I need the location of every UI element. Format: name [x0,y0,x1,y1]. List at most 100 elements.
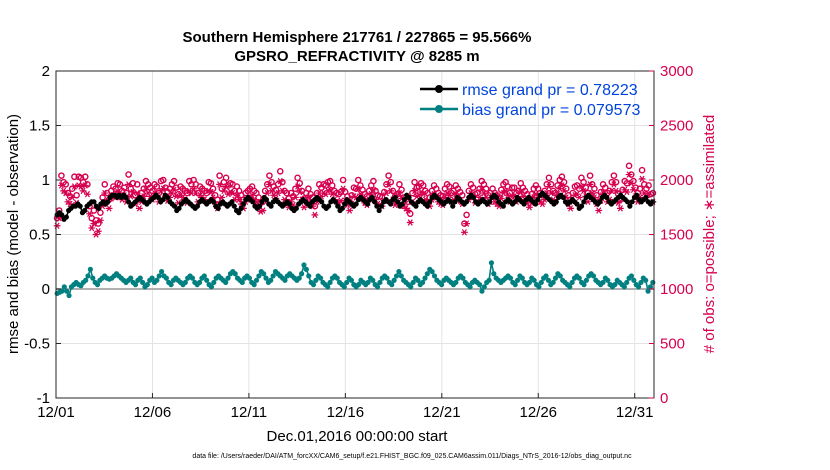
rmse-point [77,203,83,209]
y-tick-label-right: 2500 [660,118,693,135]
rmse-point [286,201,293,207]
possible-point [58,172,65,179]
rmse-point [401,197,408,203]
possible-point [419,182,427,189]
assimilated-point [567,205,574,212]
possible-point [482,185,490,193]
rmse-point [229,199,235,205]
chart-title-line-2: GPSRO_REFRACTIVITY @ 8285 m [234,48,479,65]
bias-point [370,277,376,283]
assimilated-point [105,205,113,212]
bias-point [650,279,656,286]
rmse-point [365,201,371,207]
assimilated-point [504,192,512,199]
assimilated-point [172,193,180,200]
possible-point [365,187,373,195]
rmse-point [123,194,129,201]
rmse-point [332,199,339,205]
assimilated-point [560,187,568,195]
bias-point [211,279,217,286]
possible-point [406,210,414,218]
assimilated-point [339,185,347,192]
bias-point [374,284,381,290]
assimilated-point [346,207,353,214]
rmse-point [325,203,332,209]
rmse-point [263,197,270,203]
bias-point [643,277,649,283]
assimilated-point [97,217,104,224]
bias-point [365,279,371,286]
rmse-point [63,214,69,220]
assimilated-point [370,186,377,194]
assimilated-point [268,187,275,195]
bias-point [59,288,65,294]
possible-point [385,172,392,179]
rmse-point [470,194,477,201]
assimilated-point [625,171,633,178]
rmse-point [268,203,274,209]
assimilated-point [276,177,284,185]
assimilated-point [419,190,427,198]
bias-point [317,275,324,281]
rmse-point [240,201,247,207]
assimilated-point [326,186,334,194]
y-tick-label-right: 1500 [660,227,693,244]
bias-point [635,284,642,290]
possible-point [339,176,347,184]
chart-title-line-1: Southern Hemisphere 217761 / 227865 = 95… [183,29,532,46]
assimilated-point [387,187,395,195]
rmse-point [650,199,656,205]
possible-point [296,179,304,187]
assimilated-point [233,192,241,199]
y-tick-label-left: -0.5 [24,336,50,353]
bias-point [631,277,637,283]
assimilated-point [406,219,414,226]
x-tick-label: 12/06 [134,404,172,421]
bias-point [557,273,563,279]
x-tick-label: 12/11 [231,404,267,421]
bias-point [536,284,542,290]
assimilated-point [259,207,267,214]
possible-point [71,173,78,181]
bias-point [583,277,589,283]
assimilated-point [517,188,525,196]
bias-point [576,275,582,281]
assimilated-point [58,182,65,189]
rmse-point [604,194,610,201]
possible-point [445,183,453,190]
bias-point [567,284,573,290]
assimilated-point [610,181,618,188]
bias-point [481,284,487,290]
rmse-point [250,199,256,205]
assimilated-point [463,220,470,227]
bias-point [270,273,276,279]
rmse-point [388,201,394,207]
assimilated-point [90,220,98,227]
bias-point [128,275,134,281]
possible-point [116,181,124,188]
assimilated-point [77,183,85,190]
assimilated-point [292,194,299,201]
rmse-point [535,197,541,203]
rmse-point [319,199,325,205]
possible-point [222,174,230,182]
y-tick-label-left: 0 [42,281,50,298]
assimilated-point [580,187,587,195]
rmse-point [125,199,132,205]
possible-point [153,183,161,190]
bias-point [268,277,274,283]
x-tick-label: 12/31 [616,404,654,421]
legend-rmse-marker [435,85,443,93]
bias-point [90,275,96,281]
assimilated-point [404,207,412,214]
bias-point [647,284,654,290]
assimilated-point [396,189,403,197]
bias-point [581,282,587,288]
assimilated-point [68,194,76,201]
bias-point [645,288,651,294]
rmse-point [378,203,385,209]
possible-point [582,184,590,191]
assimilated-point [411,187,418,195]
bias-point [389,282,395,288]
y-tick-label-right: 500 [660,336,685,353]
